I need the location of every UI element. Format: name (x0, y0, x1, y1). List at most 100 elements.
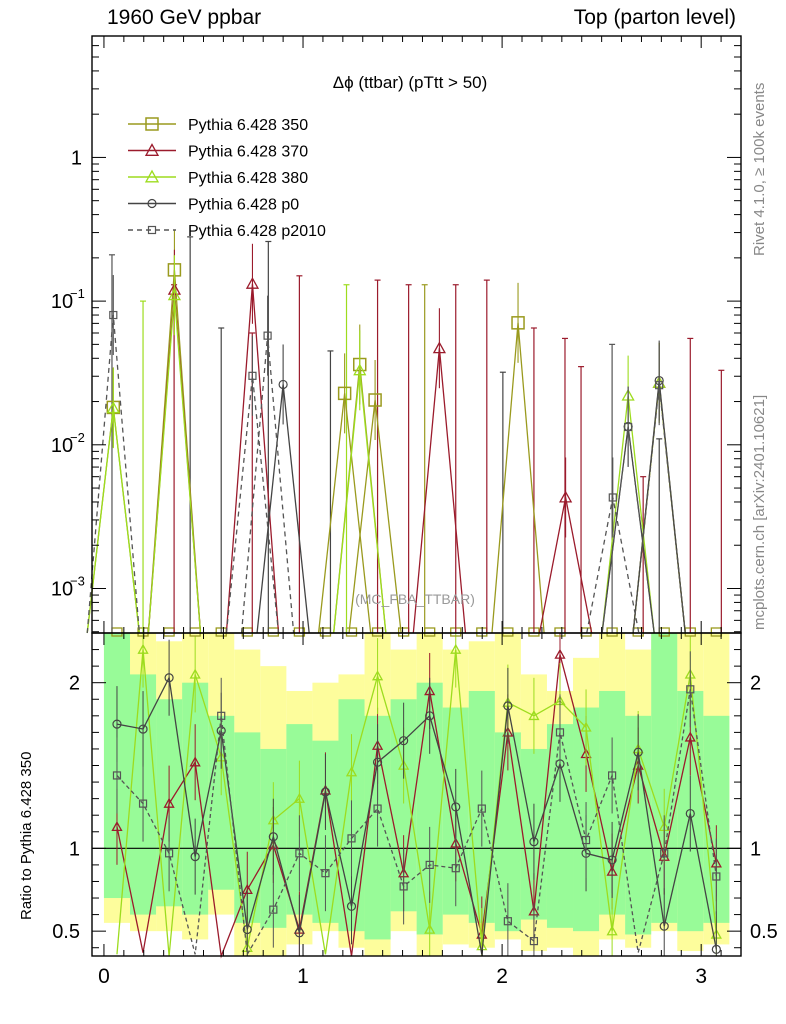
series-pythia-6-428-370 (147, 243, 686, 634)
ratio-point (190, 852, 200, 862)
x-tick-label: 3 (695, 965, 707, 988)
ratio-point (580, 721, 592, 732)
empty-bin-marker (267, 627, 279, 637)
series-pythia-6-428-p2010 (86, 275, 686, 634)
y-tick-exponent: −3 (70, 573, 85, 588)
legend-label: Pythia 6.428 350 (188, 117, 308, 134)
legend-label: Pythia 6.428 p2010 (188, 223, 326, 240)
ratio-point (371, 670, 384, 681)
ratio-point (164, 673, 174, 683)
ratio-point (372, 757, 383, 767)
ratio-point (684, 731, 696, 742)
ratio-point (451, 802, 461, 812)
series-pythia-6-428-350 (86, 229, 545, 634)
ratio-point (217, 711, 226, 720)
ratio-point (138, 724, 148, 734)
ratio-point (712, 872, 721, 881)
series-line (632, 385, 686, 634)
legend: Pythia 6.428 350 Pythia 6.428 370 Pythia 6… (128, 117, 326, 240)
ratio-point (373, 804, 382, 813)
ratio-point (164, 849, 174, 858)
ratio-point (581, 835, 591, 845)
ratio-point (554, 648, 566, 659)
ratio-point (528, 709, 540, 721)
ratio-point (111, 820, 123, 832)
empty-bin-marker (580, 627, 592, 637)
ratio-point (399, 882, 408, 891)
ratio-point (399, 736, 409, 746)
data-point (655, 381, 664, 390)
ratio-line (116, 654, 717, 959)
ratio-point (347, 834, 356, 843)
ratio-point (321, 869, 330, 878)
data-point (109, 310, 118, 320)
ratio-tick-label-right: 2 (750, 673, 761, 695)
energy-label: 1960 GeV ppbar (107, 6, 262, 29)
x-tick-label: 2 (496, 965, 508, 988)
legend-label: Pythia 6.428 p0 (188, 197, 299, 214)
legend-label: Pythia 6.428 380 (188, 170, 308, 187)
ratio-point (503, 917, 512, 926)
data-point (278, 379, 288, 390)
data-point (245, 276, 260, 289)
ratio-point (477, 804, 486, 813)
ratio-point (295, 849, 304, 858)
y-tick-label: 10 (51, 578, 73, 600)
ratio-series-pythia-6-428-p2010 (112, 651, 721, 957)
ratio-point (503, 701, 513, 711)
ratio-point (294, 928, 304, 938)
ratio-line (116, 649, 717, 957)
y-tick-label: 1 (71, 147, 82, 169)
ratio-tick-label-right: 0.5 (750, 921, 778, 943)
ratio-frame (91, 632, 742, 957)
ratio-point (320, 787, 331, 797)
legend-marker (145, 117, 159, 131)
data-point (432, 341, 446, 354)
ratio-point (425, 711, 435, 721)
ratio-point (138, 799, 148, 808)
data-point (106, 401, 120, 414)
analysis-watermark: (MC_FBA_TTBAR) (355, 591, 475, 607)
data-point (167, 288, 182, 301)
y-tick-exponent: −2 (70, 430, 85, 445)
ratio-point (424, 923, 436, 934)
ratio-point (685, 808, 695, 819)
ratio-tick-label: 1 (69, 838, 80, 860)
empty-bin-marker (163, 627, 175, 637)
ratio-point (529, 837, 539, 847)
ratio-point (686, 685, 695, 694)
process-label: Top (parton level) (573, 6, 736, 29)
y-tick-label: 10 (51, 435, 73, 457)
ratio-point (633, 747, 643, 757)
ratio-point (450, 643, 462, 654)
ratio-point (163, 797, 175, 808)
data-point (353, 363, 367, 376)
y-tick-exponent: −1 (70, 286, 85, 301)
legend-marker (147, 225, 157, 235)
data-point (368, 393, 382, 407)
legend-label: Pythia 6.428 370 (188, 144, 308, 161)
ratio-point (607, 855, 617, 865)
ratio-point (345, 766, 358, 777)
ratio-point (451, 864, 460, 873)
data-point (337, 386, 352, 401)
ratio-axis: 0.5 0.5 1 1 2 2 (52, 649, 778, 949)
x-tick-label: 1 (297, 965, 309, 988)
ratio-tick-label-right: 1 (750, 838, 761, 860)
ratio-point (137, 643, 149, 654)
data-point (624, 422, 633, 432)
x-tick-label: 0 (98, 965, 110, 988)
main-error-bars (108, 236, 725, 633)
ratio-tick-label: 2 (69, 673, 80, 695)
ratio-point (711, 944, 721, 954)
ratio-tick-label: 0.5 (52, 921, 80, 943)
data-point (263, 331, 272, 340)
legend-marker (144, 169, 160, 183)
ratio-point (189, 668, 201, 679)
empty-bin-marker (319, 627, 332, 637)
ratio-point (425, 860, 434, 869)
empty-bin-marker (345, 627, 358, 637)
ratio-point (112, 771, 122, 780)
y-tick-label: 10 (51, 291, 73, 313)
plot-title: Δϕ (ttbar) (pTtt > 50) (333, 73, 488, 92)
